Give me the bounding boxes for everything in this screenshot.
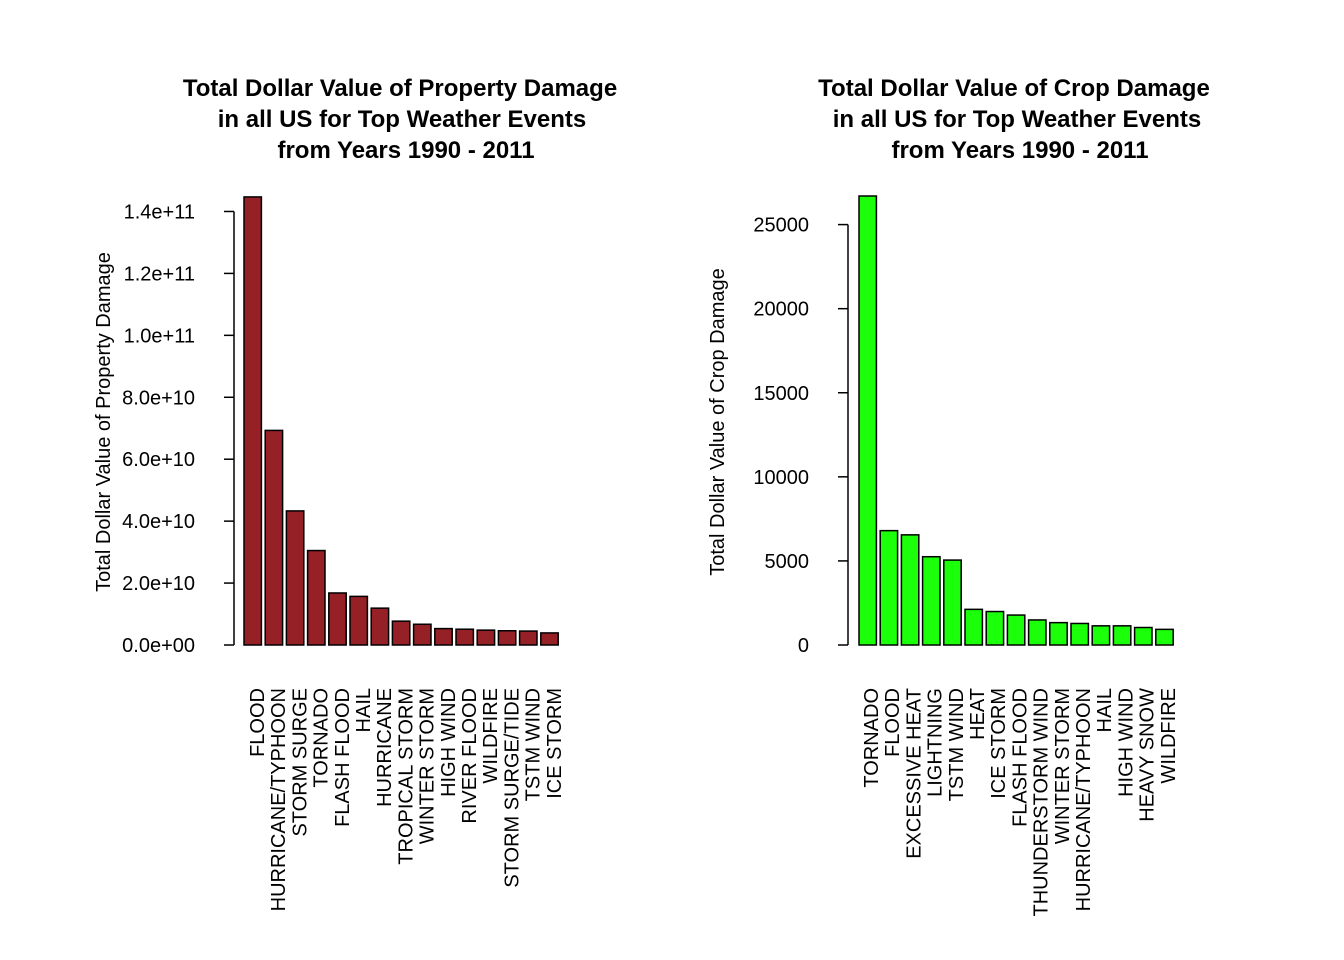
- property-bar-hurricane-typhoon: [264, 429, 284, 646]
- property-category-label: WILDFIRE: [480, 688, 502, 784]
- crop-bar-thunderstorm-wind: [1027, 619, 1047, 646]
- property-category-label: RIVER FLOOD: [459, 688, 481, 824]
- crop-bar-heavy-snow: [1133, 626, 1153, 646]
- property-title-line-1: Total Dollar Value of Property Damage: [183, 75, 617, 102]
- property-category-label: STORM SURGE: [289, 688, 311, 837]
- property-category-label: TSTM WIND: [523, 688, 545, 801]
- crop-y-tick-label: 15000: [753, 383, 809, 405]
- property-bar-high-wind: [434, 627, 453, 646]
- crop-category-label: WINTER STORM: [1052, 688, 1074, 844]
- property-bars: [243, 196, 559, 646]
- crop-category-label: HURRICANE/TYPHOON: [1073, 688, 1095, 911]
- property-category-label: FLASH FLOOD: [332, 688, 354, 827]
- property-category-label: HURRICANE/TYPHOON: [268, 688, 290, 911]
- crop-title-line-2: in all US for Top Weather Events: [833, 106, 1202, 133]
- crop-category-label: THUNDERSTORM WIND: [1031, 688, 1053, 917]
- property-y-axis-label: Total Dollar Value of Property Damage: [93, 252, 115, 592]
- crop-bar-lightning: [921, 555, 941, 646]
- property-category-label: FLOOD: [247, 688, 269, 757]
- crop-bar-high-wind: [1112, 625, 1132, 646]
- crop-y-axis: 0 5000 10000 15000 20000 25000: [753, 215, 849, 657]
- crop-category-label: FLOOD: [882, 688, 904, 757]
- property-bar-flood: [243, 196, 263, 646]
- crop-bar-excessive-heat: [900, 534, 920, 646]
- crop-bar-ice-storm: [985, 610, 1005, 646]
- property-bar-hail: [349, 595, 369, 646]
- crop-category-label: TORNADO: [861, 688, 883, 788]
- property-bar-ice-storm: [540, 632, 559, 646]
- property-category-labels: FLOOD HURRICANE/TYPHOON STORM SURGE TORNADO…: [247, 688, 566, 911]
- crop-category-labels: TORNADO FLOOD EXCESSIVE HEAT LIGHTNING TSTM …: [861, 688, 1180, 917]
- crop-bar-hail: [1091, 625, 1111, 646]
- crop-bar-winter-storm: [1049, 621, 1068, 646]
- property-y-tick-label: 1.0e+11: [124, 325, 195, 347]
- property-bar-flash-flood: [328, 592, 347, 646]
- property-bar-tstm-wind: [518, 630, 538, 646]
- property-y-tick-label: 8.0e+10: [122, 387, 195, 409]
- crop-bar-heat: [964, 608, 984, 646]
- property-y-tick-label: 6.0e+10: [122, 449, 195, 471]
- crop-bar-hurricane-typhoon: [1070, 622, 1090, 646]
- crop-category-label: WILDFIRE: [1158, 688, 1180, 784]
- property-category-label: HIGH WIND: [438, 688, 460, 797]
- property-bar-winter-storm: [412, 623, 432, 646]
- crop-damage-chart: Total Dollar Value of Crop Damage in all…: [707, 75, 1210, 917]
- crop-bar-flash-flood: [1006, 614, 1026, 646]
- crop-bar-tstm-wind: [943, 559, 962, 646]
- crop-y-tick-label: 20000: [753, 299, 809, 321]
- crop-category-label: HIGH WIND: [1115, 688, 1137, 797]
- crop-category-label: HEAT: [967, 688, 989, 740]
- property-category-label: TROPICAL STORM: [395, 688, 417, 865]
- crop-category-label: FLASH FLOOD: [1009, 688, 1031, 827]
- property-category-label: HAIL: [353, 688, 375, 732]
- property-title-line-2: in all US for Top Weather Events: [218, 106, 587, 133]
- property-chart-title: Total Dollar Value of Property Damage in…: [183, 75, 617, 164]
- property-category-label: HURRICANE: [374, 688, 396, 807]
- property-y-tick-label: 4.0e+10: [122, 511, 195, 533]
- property-bar-storm-surge: [285, 510, 305, 646]
- crop-title-line-3: from Years 1990 - 2011: [891, 137, 1148, 164]
- crop-bar-flood: [879, 529, 899, 646]
- crop-bars: [858, 195, 1174, 646]
- property-y-axis: 0.0e+00 2.0e+10 4.0e+10 6.0e+10 8.0e+10 1.0e+…: [122, 201, 235, 657]
- property-title-line-3: from Years 1990 - 2011: [277, 137, 534, 164]
- crop-y-tick-label: 5000: [765, 551, 810, 573]
- property-bar-storm-surge-tide: [497, 630, 517, 646]
- crop-chart-title: Total Dollar Value of Crop Damage in all…: [818, 75, 1210, 164]
- property-bar-river-flood: [455, 628, 475, 646]
- crop-bar-wildfire: [1155, 628, 1174, 646]
- crop-category-label: HEAVY SNOW: [1137, 688, 1159, 822]
- crop-y-tick-label: 0: [798, 635, 809, 657]
- property-category-label: ICE STORM: [544, 688, 566, 799]
- crop-category-label: HAIL: [1094, 688, 1116, 732]
- crop-bar-tornado: [858, 195, 878, 646]
- property-y-tick-label: 2.0e+10: [122, 573, 195, 595]
- property-bar-hurricane: [370, 607, 390, 646]
- crop-title-line-1: Total Dollar Value of Crop Damage: [818, 75, 1210, 102]
- property-bar-wildfire: [476, 629, 496, 646]
- crop-category-label: LIGHTNING: [925, 688, 947, 797]
- property-y-tick-label: 0.0e+00: [122, 635, 195, 657]
- property-y-tick-label: 1.2e+11: [124, 263, 195, 285]
- property-damage-chart: Total Dollar Value of Property Damage in…: [93, 75, 617, 911]
- crop-y-tick-label: 25000: [753, 215, 809, 237]
- crop-y-tick-label: 10000: [753, 467, 809, 489]
- property-category-label: STORM SURGE/TIDE: [501, 688, 523, 888]
- property-category-label: WINTER STORM: [417, 688, 439, 844]
- crop-category-label: TSTM WIND: [946, 688, 968, 801]
- crop-y-axis-label: Total Dollar Value of Crop Damage: [707, 268, 729, 576]
- crop-category-label: EXCESSIVE HEAT: [903, 688, 925, 859]
- property-bar-tropical-storm: [391, 620, 411, 646]
- property-category-label: TORNADO: [311, 688, 333, 788]
- crop-category-label: ICE STORM: [988, 688, 1010, 799]
- property-y-tick-label: 1.4e+11: [124, 201, 195, 223]
- property-bar-tornado: [306, 549, 326, 646]
